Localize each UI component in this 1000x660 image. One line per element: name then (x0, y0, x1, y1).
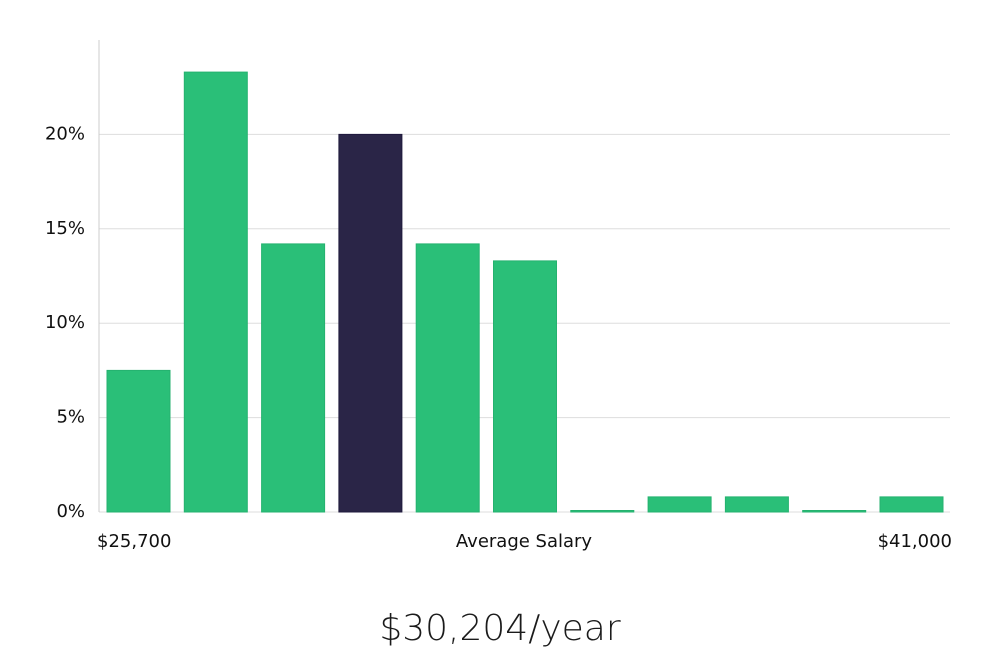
x-max-label: $41,000 (878, 531, 952, 552)
bar (724, 496, 789, 513)
bar-highlighted (338, 133, 403, 513)
bar (106, 369, 171, 513)
bars (106, 71, 944, 513)
bar (802, 510, 867, 513)
x-axis-label: Average Salary (456, 531, 593, 552)
bar (570, 510, 635, 513)
y-tick-label: 0% (56, 501, 85, 522)
x-min-label: $25,700 (97, 531, 171, 552)
average-salary-value: $30,204/year (379, 608, 621, 649)
y-tick-labels: 0% 5% 10% 15% 20% (45, 123, 85, 522)
bar (647, 496, 712, 513)
y-tick-label: 5% (56, 407, 85, 428)
bar (183, 71, 248, 513)
bar (879, 496, 944, 513)
bar (261, 243, 326, 513)
y-tick-label: 10% (45, 312, 85, 333)
y-tick-label: 15% (45, 218, 85, 239)
bar (493, 260, 557, 513)
bar (415, 243, 480, 513)
y-tick-label: 20% (45, 123, 85, 144)
